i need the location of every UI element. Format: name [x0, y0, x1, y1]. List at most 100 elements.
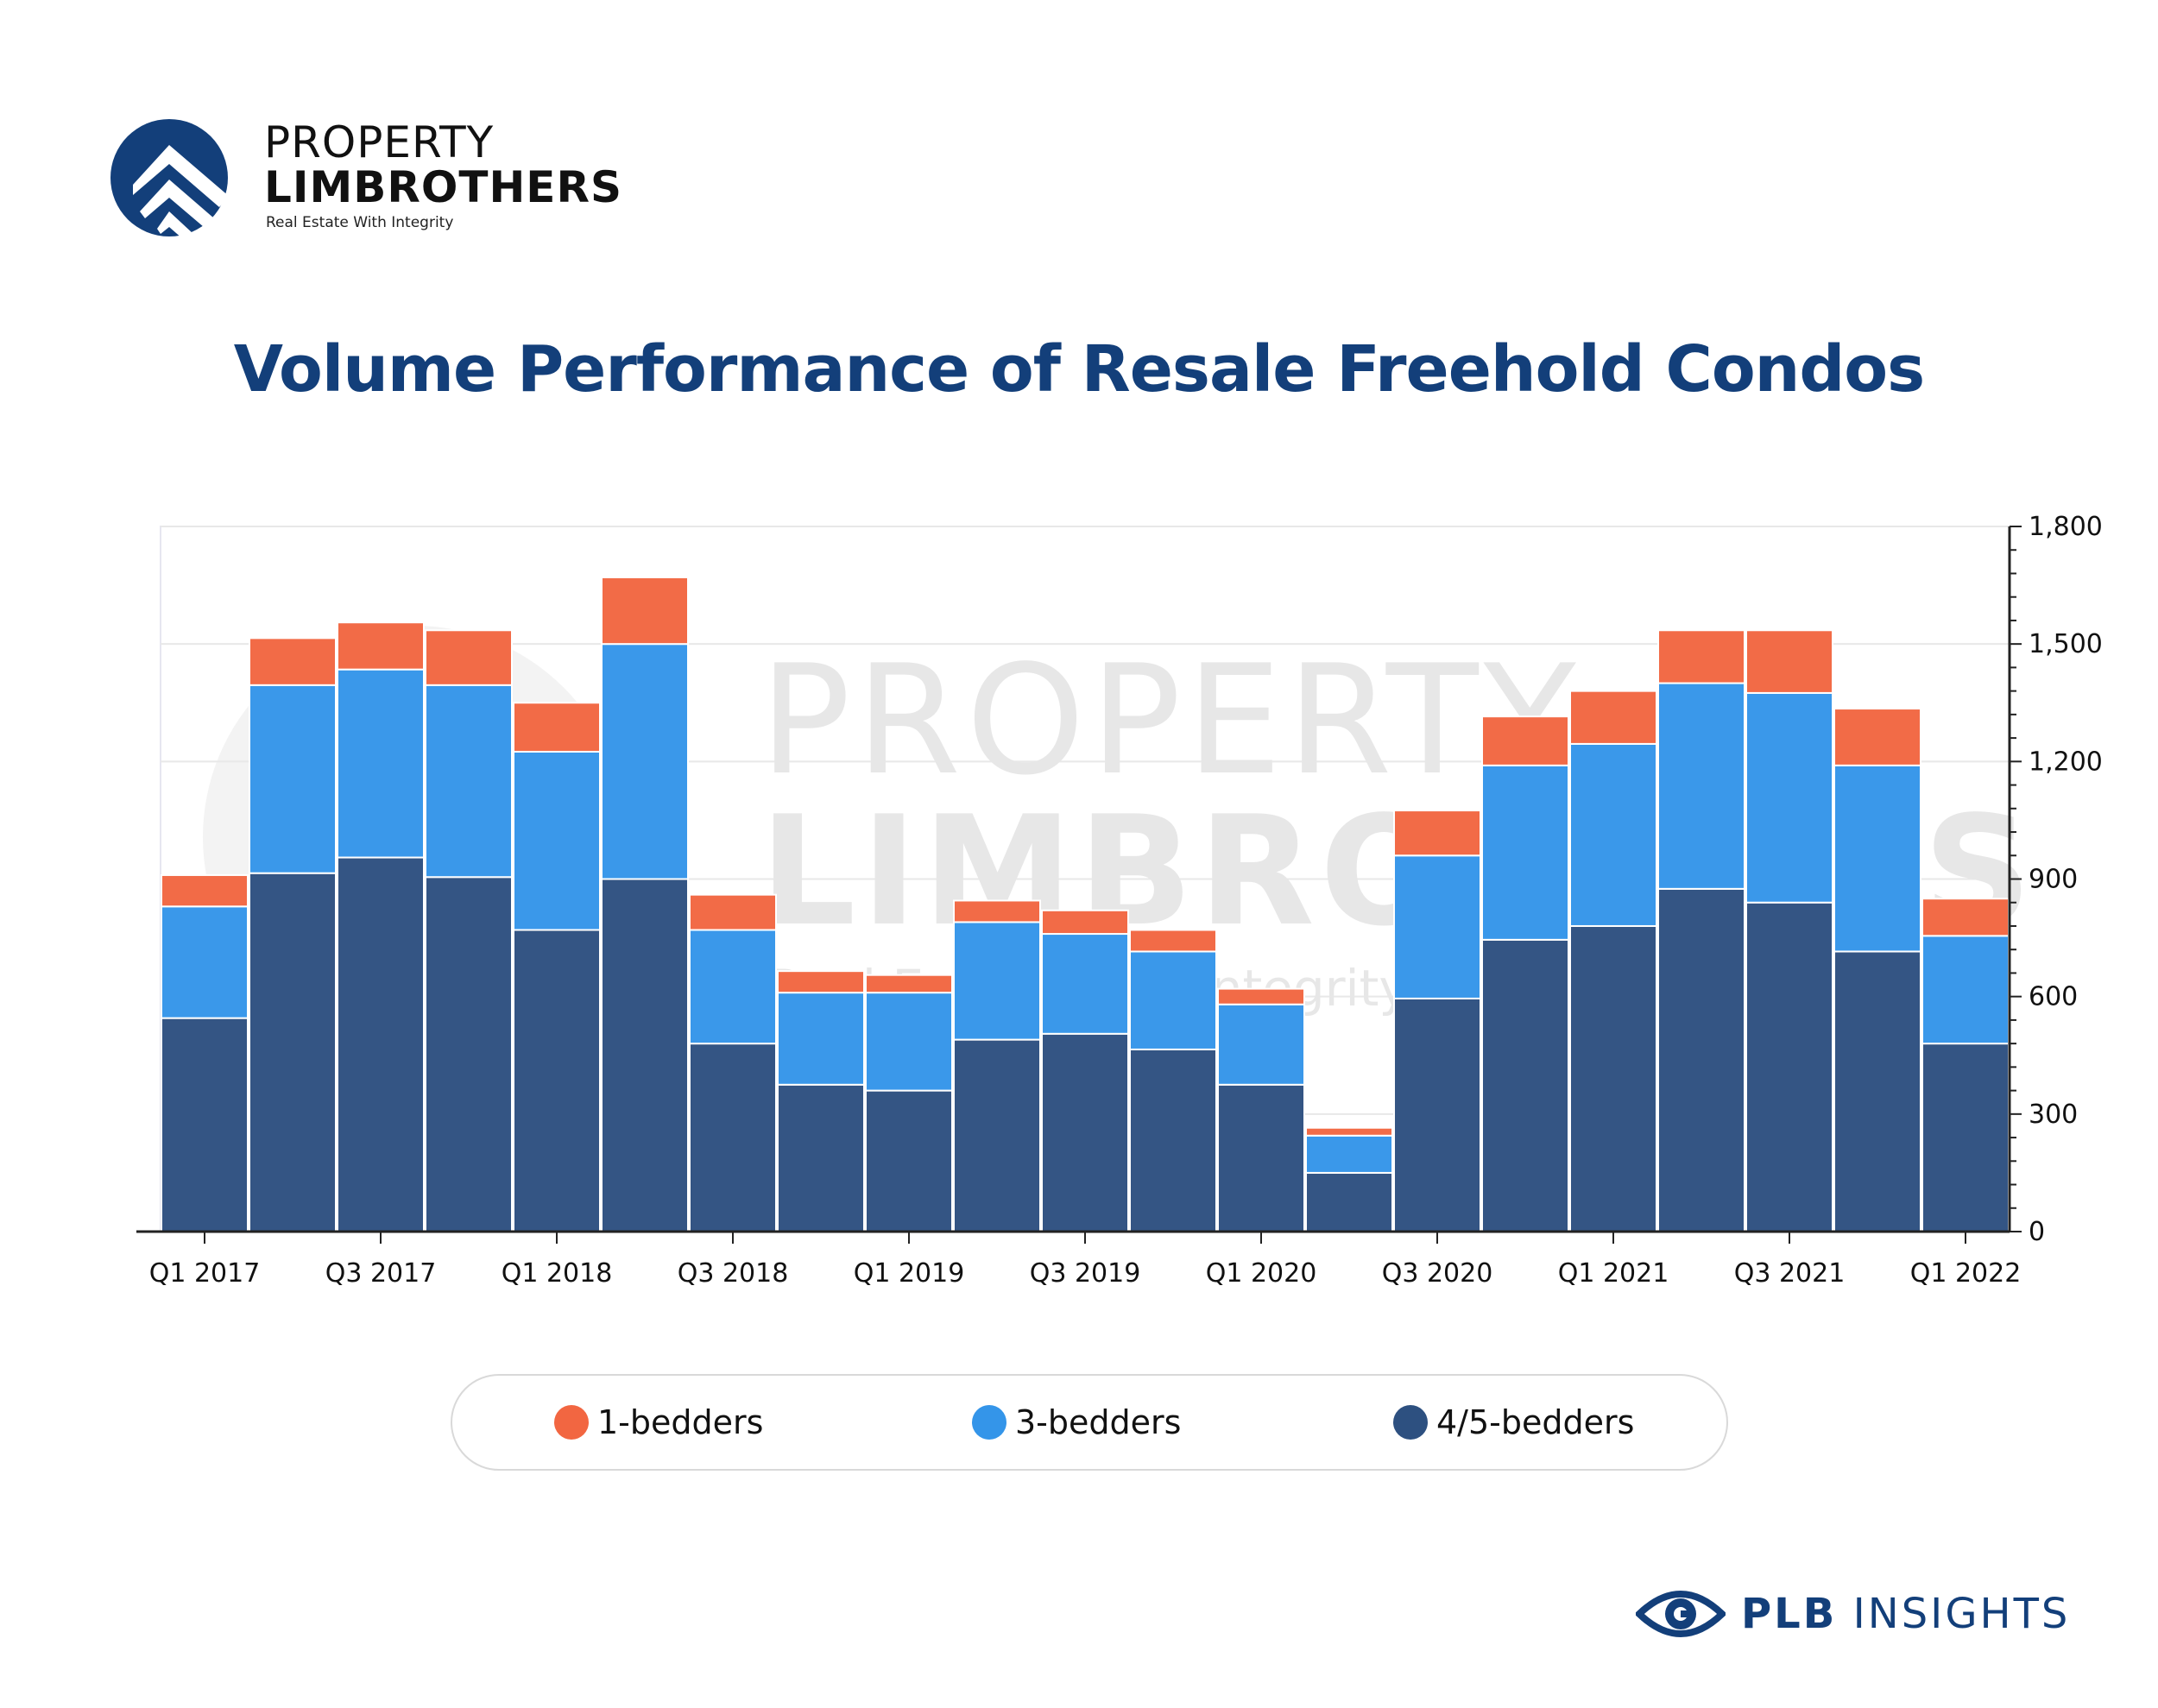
y-tick-label-1800: 1,800 [2029, 512, 2103, 542]
bar-4-5-bedders-Q2-2019 [953, 1038, 1041, 1232]
bar-4-5-bedders-Q1-2017 [161, 1017, 249, 1232]
bar-1-bedders-Q4-2017 [425, 629, 513, 686]
bar-3-bedders-Q1-2018 [513, 750, 601, 931]
x-tick-label-Q3-2019: Q3 2019 [1030, 1258, 1141, 1289]
bar-1-bedders-Q2-2021 [1657, 629, 1745, 684]
insights-brand-rest: INSIGHTS [1852, 1590, 2071, 1638]
legend-item-1-bedders: 1-bedders [554, 1376, 763, 1469]
bar-1-bedders-Q2-2018 [601, 577, 689, 646]
x-tick-label-Q1-2019: Q1 2019 [854, 1258, 965, 1289]
x-tick-label-Q3-2021: Q3 2021 [1734, 1258, 1846, 1289]
legend-swatch-1-bedders [554, 1405, 589, 1440]
bar-3-bedders-Q1-2020 [1217, 1003, 1305, 1086]
x-tick-label-Q1-2017: Q1 2017 [149, 1258, 261, 1289]
x-tick-label-Q3-2017: Q3 2017 [325, 1258, 437, 1289]
bar-1-bedders-Q1-2020 [1217, 987, 1305, 1005]
bar-4-5-bedders-Q2-2020 [1305, 1171, 1393, 1233]
bar-3-bedders-Q2-2019 [953, 921, 1041, 1041]
bar-4-5-bedders-Q3-2021 [1745, 901, 1833, 1232]
bar-1-bedders-Q4-2018 [777, 970, 865, 994]
bar-4-5-bedders-Q1-2021 [1569, 924, 1657, 1232]
bar-1-bedders-Q2-2019 [953, 899, 1041, 923]
bar-1-bedders-Q3-2021 [1745, 629, 1833, 694]
y-tick-label-0: 0 [2029, 1217, 2045, 1247]
bar-1-bedders-Q4-2021 [1833, 708, 1921, 766]
y-tick-label-300: 300 [2029, 1100, 2078, 1130]
bar-3-bedders-Q2-2018 [601, 643, 689, 880]
bar-3-bedders-Q4-2021 [1833, 764, 1921, 953]
bar-4-5-bedders-Q1-2022 [1921, 1043, 2010, 1233]
bar-3-bedders-Q2-2017 [249, 684, 337, 874]
chart-legend: 1-bedders 3-bedders 4/5-bedders [451, 1374, 1728, 1471]
watermark-line1: PROPERTY [760, 633, 1581, 809]
bar-3-bedders-Q2-2021 [1657, 682, 1745, 890]
bar-3-bedders-Q4-2020 [1481, 764, 1569, 941]
legend-swatch-3-bedders [972, 1405, 1006, 1440]
y-tick-label-600: 600 [2029, 982, 2078, 1012]
bar-1-bedders-Q2-2017 [249, 637, 337, 686]
brand-tagline: Real Estate With Integrity [266, 214, 454, 231]
legend-label-1-bedders: 1-bedders [597, 1403, 764, 1441]
bar-1-bedders-Q1-2018 [513, 702, 601, 753]
x-tick-label-Q3-2018: Q3 2018 [678, 1258, 789, 1289]
legend-swatch-4-5-bedders [1393, 1405, 1428, 1440]
bar-3-bedders-Q1-2022 [1921, 935, 2010, 1045]
bar-3-bedders-Q1-2019 [865, 992, 953, 1092]
bar-4-5-bedders-Q3-2019 [1041, 1032, 1129, 1233]
y-tick-label-1500: 1,500 [2029, 629, 2103, 659]
brand-name-line1: PROPERTY [264, 117, 495, 167]
bar-3-bedders-Q2-2020 [1305, 1134, 1393, 1174]
bar-4-5-bedders-Q3-2017 [337, 856, 425, 1232]
brand-name-line2: LIMBROTHERS [264, 162, 622, 212]
plb-insights-text: PLB INSIGHTS [1741, 1590, 2070, 1638]
bar-3-bedders-Q4-2017 [425, 684, 513, 879]
bar-3-bedders-Q3-2017 [337, 668, 425, 859]
bar-4-5-bedders-Q1-2020 [1217, 1083, 1305, 1233]
x-tick-label-Q1-2021: Q1 2021 [1558, 1258, 1669, 1289]
bar-1-bedders-Q3-2017 [337, 621, 425, 671]
bar-3-bedders-Q3-2018 [689, 929, 777, 1045]
bar-1-bedders-Q4-2020 [1481, 715, 1569, 766]
legend-item-4-5-bedders: 4/5-bedders [1393, 1376, 1634, 1469]
bar-1-bedders-Q3-2020 [1393, 810, 1481, 857]
bar-4-5-bedders-Q4-2021 [1833, 950, 1921, 1232]
chart-title: Volume Performance of Resale Freehold Co… [233, 332, 1925, 407]
bar-4-5-bedders-Q3-2020 [1393, 997, 1481, 1232]
x-tick-label-Q3-2020: Q3 2020 [1382, 1258, 1493, 1289]
bar-1-bedders-Q3-2019 [1041, 909, 1129, 936]
bar-3-bedders-Q3-2019 [1041, 933, 1129, 1035]
bar-4-5-bedders-Q1-2018 [513, 929, 601, 1232]
x-tick-label-Q1-2022: Q1 2022 [1910, 1258, 2022, 1289]
bar-1-bedders-Q4-2019 [1129, 929, 1217, 953]
bar-3-bedders-Q1-2017 [161, 905, 249, 1019]
bar-1-bedders-Q1-2021 [1569, 690, 1657, 745]
bar-4-5-bedders-Q2-2018 [601, 878, 689, 1232]
bar-4-5-bedders-Q2-2017 [249, 872, 337, 1232]
bar-4-5-bedders-Q3-2018 [689, 1043, 777, 1233]
x-tick-label-Q1-2020: Q1 2020 [1206, 1258, 1317, 1289]
bar-3-bedders-Q3-2021 [1745, 691, 1833, 904]
bar-4-5-bedders-Q4-2019 [1129, 1048, 1217, 1232]
bar-1-bedders-Q1-2022 [1921, 898, 2010, 937]
bar-4-5-bedders-Q1-2019 [865, 1089, 953, 1232]
legend-label-3-bedders: 3-bedders [1015, 1403, 1182, 1441]
bar-3-bedders-Q4-2019 [1129, 950, 1217, 1050]
brand-logo: PROPERTY LIMBROTHERS Real Estate With In… [110, 112, 628, 242]
bar-4-5-bedders-Q2-2021 [1657, 887, 1745, 1232]
legend-label-4-5-bedders: 4/5-bedders [1436, 1403, 1635, 1441]
bar-4-5-bedders-Q4-2018 [777, 1083, 865, 1233]
bar-1-bedders-Q3-2018 [689, 893, 777, 931]
roof-chevron-logo-icon [110, 119, 230, 239]
bar-1-bedders-Q1-2017 [161, 873, 249, 908]
bar-4-5-bedders-Q4-2017 [425, 876, 513, 1232]
y-tick-label-1200: 1,200 [2029, 747, 2103, 777]
x-tick-label-Q1-2018: Q1 2018 [502, 1258, 613, 1289]
bar-3-bedders-Q1-2021 [1569, 742, 1657, 927]
eye-logo-icon [1636, 1591, 1726, 1637]
bar-3-bedders-Q3-2020 [1393, 854, 1481, 999]
bar-4-5-bedders-Q4-2020 [1481, 938, 1569, 1232]
bar-3-bedders-Q4-2018 [777, 992, 865, 1086]
bar-1-bedders-Q1-2019 [865, 974, 953, 994]
insights-brand-bold: PLB [1741, 1590, 1838, 1638]
